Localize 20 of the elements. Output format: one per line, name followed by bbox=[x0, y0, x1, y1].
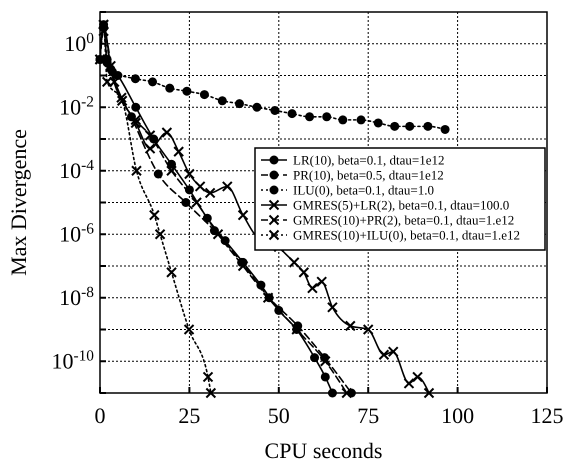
y-tick-label: 10$^{-10}$ bbox=[51, 346, 94, 374]
y-tick-label: 10$^{0}$ bbox=[64, 29, 94, 56]
x-tick-label: 75 bbox=[357, 403, 380, 428]
x-tick-label: 100 bbox=[441, 403, 474, 428]
y-tick-label: 10$^{-6}$ bbox=[59, 220, 94, 246]
legend-label: GMRES(10)+PR(2), beta=0.1, dtau=1.e12 bbox=[293, 212, 514, 228]
legend-label: LR(10), beta=0.1, dtau=1e12 bbox=[293, 152, 444, 168]
legend-label: GMRES(10)+ILU(0), beta=0.1, dtau=1.e12 bbox=[293, 228, 520, 242]
legend-label: PR(10), beta=0.5, dtau=1e12 bbox=[293, 168, 444, 182]
y-tick-label: 10$^{-2}$ bbox=[59, 92, 94, 120]
y-axis-title: Max Divergence bbox=[6, 129, 31, 276]
legend-label: ILU(0), beta=0.1, dtau=1.0 bbox=[293, 182, 434, 198]
x-axis-title: CPU seconds bbox=[264, 438, 382, 463]
x-tick-label: 0 bbox=[94, 403, 106, 428]
x-tick-label: 125 bbox=[530, 403, 564, 428]
y-tick-label: 10$^{-4}$ bbox=[59, 156, 94, 183]
y-tick-label: 10$^{-8}$ bbox=[59, 283, 94, 310]
x-tick-label: 25 bbox=[178, 403, 200, 428]
legend-label: GMRES(5)+LR(2), beta=0.1, dtau=100.0 bbox=[293, 198, 510, 212]
x-tick-label: 50 bbox=[268, 403, 290, 428]
